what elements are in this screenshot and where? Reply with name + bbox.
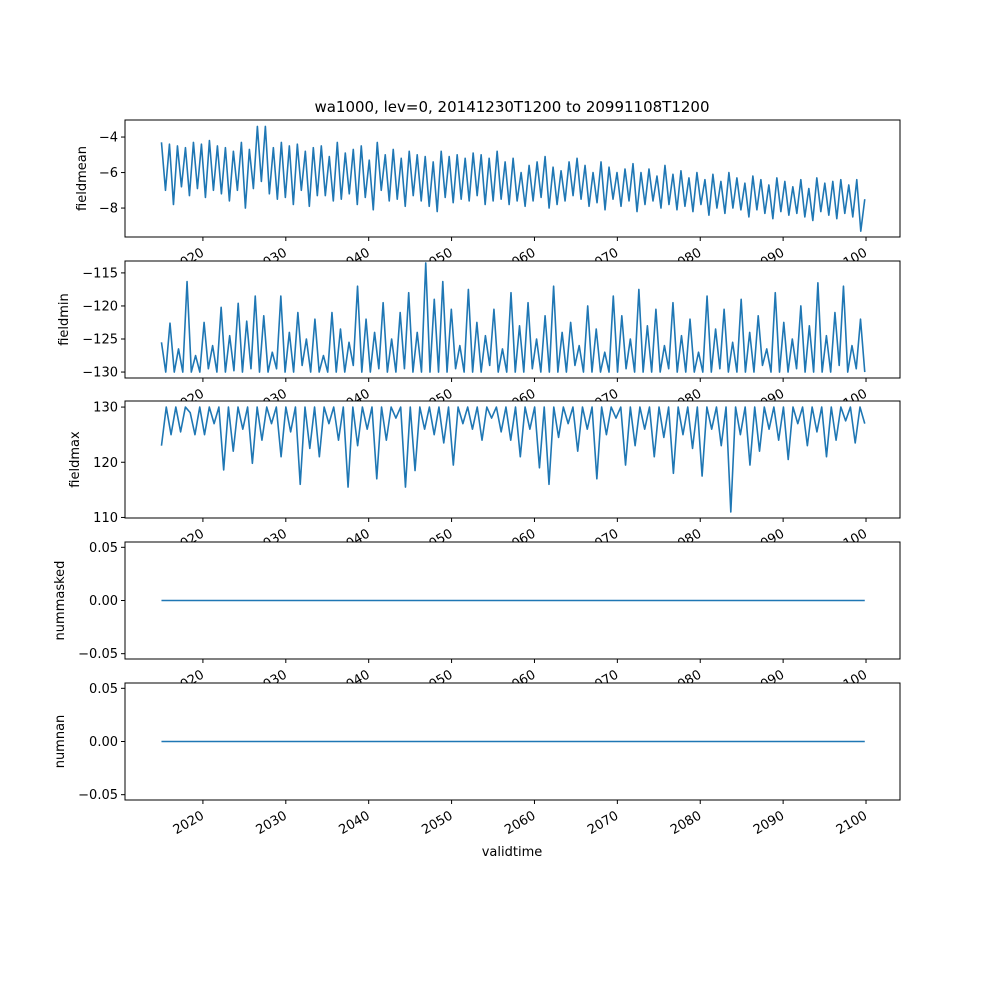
axes-frame <box>124 400 901 519</box>
y-tick-label: −0.05 <box>78 788 118 803</box>
series-line-fieldmean <box>160 125 866 232</box>
axes-background <box>125 120 900 237</box>
y-tick-label: −4 <box>99 131 118 146</box>
y-axis-label: numnan <box>53 715 68 769</box>
y-tick-label: 120 <box>93 456 118 471</box>
y-tick-label: −0.05 <box>78 647 118 662</box>
y-tick-label: 0.00 <box>89 735 118 750</box>
y-tick-label: −120 <box>82 299 118 314</box>
y-tick-label: 0.05 <box>89 541 118 556</box>
y-tick-label: −125 <box>82 333 118 348</box>
y-tick-label: −130 <box>82 366 118 381</box>
series-line-fieldmin <box>160 262 866 373</box>
y-axis-label: fieldmax <box>68 431 83 488</box>
y-tick-label: −115 <box>82 266 118 281</box>
y-tick-label: −6 <box>99 166 118 181</box>
y-axis-label: nummasked <box>53 561 68 641</box>
y-axis-label: fieldmean <box>75 146 90 211</box>
series-line-fieldmax <box>160 406 866 513</box>
y-axis-label: fieldmin <box>57 293 72 346</box>
chart-title: wa1000, lev=0, 20141230T1200 to 20991108… <box>314 98 709 116</box>
axes-frame <box>124 260 901 379</box>
y-tick-label: 130 <box>93 401 118 416</box>
axes-frame <box>124 119 901 238</box>
y-tick-label: −8 <box>99 202 118 217</box>
x-axis-label: validtime <box>482 845 543 860</box>
y-tick-label: 0.05 <box>89 682 118 697</box>
y-tick-label: 110 <box>93 511 118 526</box>
y-tick-label: 0.00 <box>89 594 118 609</box>
